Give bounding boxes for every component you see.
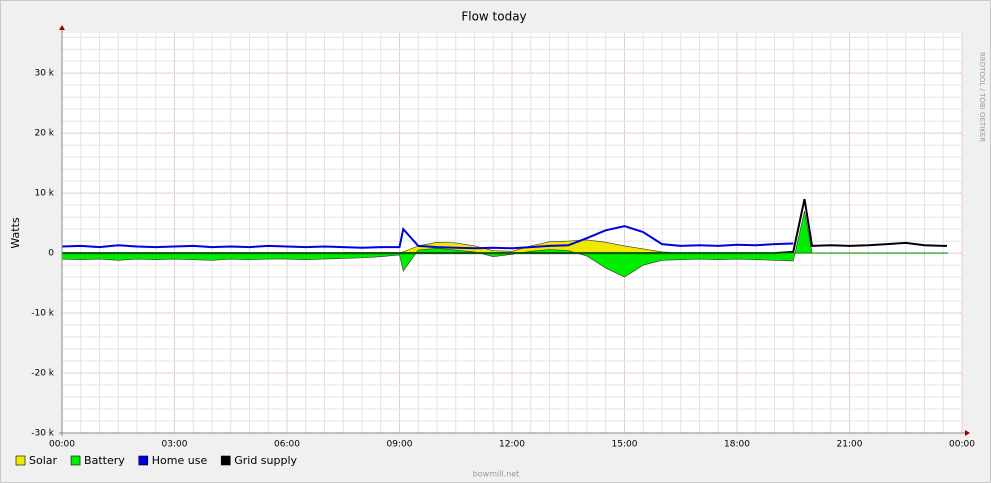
side-text: RRDTOOL / TOBI OETIKER: [978, 52, 986, 142]
legend-label: Battery: [84, 454, 125, 467]
line: [61, 225, 794, 250]
y-axis-label: Watts: [9, 217, 22, 249]
arrow: [965, 430, 970, 436]
y-tick-label: 0: [48, 249, 54, 259]
y-tick-label: -20 k: [31, 369, 55, 379]
legend-swatch: [138, 455, 149, 466]
x-tick-label: 21:00: [837, 440, 863, 450]
legend-label: Grid supply: [234, 454, 297, 467]
y-tick-label: -30 k: [31, 429, 55, 439]
legend-swatch: [220, 455, 231, 466]
y-tick-label: 10 k: [34, 189, 54, 199]
legend-label: Solar: [29, 454, 58, 467]
legend-swatch: [15, 455, 26, 466]
x-tick-label: 09:00: [387, 440, 413, 450]
legend-label: Home use: [152, 454, 208, 467]
x-tick-label: 15:00: [612, 440, 638, 450]
x-tick-label: 00:00: [949, 440, 975, 450]
arrow: [59, 25, 65, 30]
x-tick-label: 06:00: [274, 440, 300, 450]
x-tick-label: 18:00: [724, 440, 750, 450]
x-tick-label: 03:00: [162, 440, 188, 450]
x-tick-label: 00:00: [49, 440, 75, 450]
y-tick-label: -10 k: [31, 309, 55, 319]
y-tick-label: 20 k: [34, 129, 54, 139]
legend-swatch: [70, 455, 81, 466]
footer: bowmill.net: [473, 470, 520, 479]
y-tick-label: 30 k: [34, 69, 54, 79]
chart-title: Flow today: [461, 10, 526, 24]
x-tick-label: 12:00: [499, 440, 525, 450]
